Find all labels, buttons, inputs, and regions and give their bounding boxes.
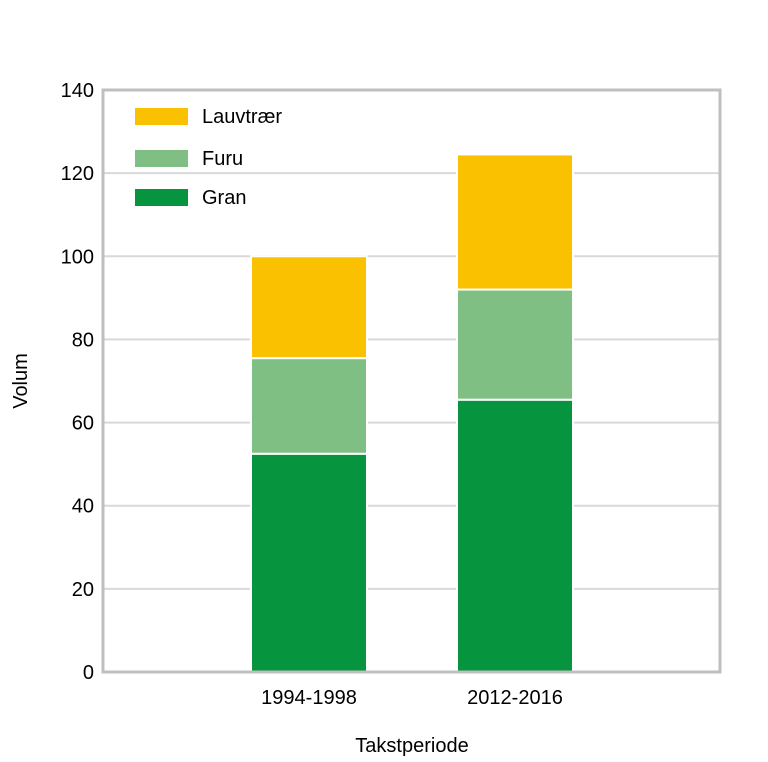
x-axis-title: Takstperiode	[355, 735, 468, 757]
x-tick-label-2012-2016: 2012-2016	[467, 687, 563, 709]
bar-furu-2012-2016	[456, 288, 574, 401]
legend-item-furu: Furu	[135, 148, 243, 170]
legend-swatch-furu	[135, 150, 188, 167]
legend-label-gran: Gran	[202, 187, 246, 209]
legend-swatch-lauvtr-r	[135, 108, 188, 125]
legend-label-lauvtr-r: Lauvtrær	[202, 106, 282, 128]
legend-item-lauvtr-r: Lauvtrær	[135, 106, 282, 128]
bar-stacks	[250, 153, 574, 673]
y-tick-label-80: 80	[72, 329, 94, 351]
grid-lines	[103, 172, 720, 590]
legend: Lauvtrær Furu Gran	[135, 106, 282, 209]
bar-furu-1994-1998	[250, 357, 368, 455]
x-axis-tick-labels: 1994-1998 2012-2016	[261, 687, 563, 709]
legend-label-furu: Furu	[202, 148, 243, 170]
x-tick-label-1994-1998: 1994-1998	[261, 687, 357, 709]
y-axis-title: Volum	[10, 353, 32, 409]
y-tick-label-140: 140	[61, 80, 94, 102]
legend-swatch-gran	[135, 189, 188, 206]
bar-lauvtr-r-1994-1998	[250, 255, 368, 360]
y-axis-tick-labels: 0 20 40 60 80 100 120 140	[61, 80, 94, 684]
bar-gran-1994-1998	[250, 452, 368, 673]
y-tick-label-60: 60	[72, 413, 94, 435]
bar-lauvtr-r-2012-2016	[456, 153, 574, 291]
y-tick-label-100: 100	[61, 246, 94, 268]
legend-item-gran: Gran	[135, 187, 246, 209]
plot-frame	[101, 88, 722, 674]
y-tick-label-20: 20	[72, 579, 94, 601]
y-tick-label-120: 120	[61, 163, 94, 185]
y-tick-label-40: 40	[72, 496, 94, 518]
bar-gran-2012-2016	[456, 398, 574, 673]
y-tick-label-0: 0	[83, 662, 94, 684]
